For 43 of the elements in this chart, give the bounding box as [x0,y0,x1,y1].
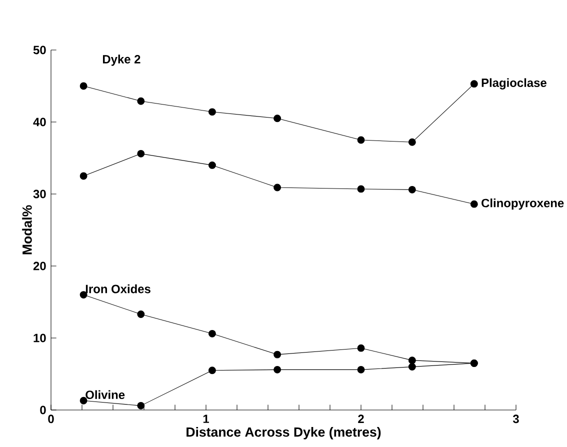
point [208,161,216,169]
point [137,310,145,318]
series-label: Iron Oxides [86,284,150,294]
series-label: Plagioclase [482,78,546,90]
point [274,350,282,358]
point [274,114,282,122]
point [80,82,88,90]
point [357,185,365,193]
x-tick-label: 2 [358,414,364,424]
x-axis-title: Distance Across Dyke (metres) [186,426,381,440]
point [408,356,416,364]
point [357,344,365,352]
y-tick-label: 10 [34,334,46,342]
x-tick-label: 3 [512,414,519,424]
x-tick-label: 1 [203,414,209,423]
point [274,184,282,192]
point [208,330,216,338]
point [470,200,478,208]
y-tick-label: 20 [33,262,46,270]
x-tick-label: 0 [48,414,54,424]
point [408,186,416,194]
point [357,366,365,374]
point [208,108,216,116]
y-tick-label: 30 [33,190,46,198]
point [80,172,88,180]
y-tick-label: 40 [33,118,46,126]
point [137,150,145,158]
point [408,363,416,371]
y-tick-label: 0 [40,406,46,414]
series-label: Olivine [86,390,125,400]
point [208,366,216,374]
point [408,138,416,146]
point [470,80,478,88]
point [80,396,88,404]
point [80,291,88,299]
chart-title: Dyke 2 [102,54,140,66]
point [137,97,145,105]
point [137,402,145,410]
point [274,366,282,374]
point [357,136,365,144]
series-label: Clinopyroxene [482,198,564,210]
y-axis-title: Modal% [22,205,32,254]
y-tick-label: 50 [33,46,46,54]
